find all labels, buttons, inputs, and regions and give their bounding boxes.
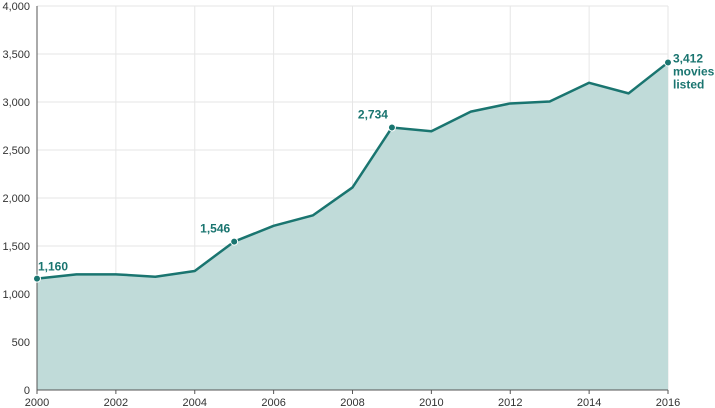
data-point — [664, 58, 672, 67]
y-tick-label: 4,000 — [2, 1, 30, 13]
data-label: 2,734 — [358, 108, 388, 122]
x-tick-label: 2002 — [104, 397, 128, 408]
y-tick-label: 1,000 — [2, 289, 30, 301]
x-tick-label: 2010 — [419, 397, 443, 408]
area-series — [36, 61, 669, 391]
y-tick-label: 3,500 — [2, 49, 30, 61]
x-tick-label: 2004 — [183, 397, 207, 408]
data-point — [387, 123, 396, 132]
y-tick-label: 2,500 — [2, 145, 30, 157]
highlighted-points — [33, 58, 672, 283]
data-label: listed — [673, 77, 704, 91]
data-label: 3,412 — [673, 51, 703, 65]
tick-labels: 0 500 1,000 1,500 2,000 2,500 3,000 3,500 4,000 2… — [2, 1, 680, 408]
data-point — [230, 237, 239, 246]
area-fill — [37, 62, 668, 391]
x-tick-label: 2006 — [261, 397, 285, 408]
x-tick-label: 2000 — [25, 397, 49, 408]
x-tick-label: 2014 — [577, 397, 601, 408]
y-tick-label: 500 — [12, 337, 30, 349]
data-label: 1,546 — [200, 222, 230, 236]
y-tick-label: 3,000 — [2, 97, 30, 109]
data-label: movies — [673, 64, 715, 78]
series-line — [36, 61, 669, 280]
y-tick-label: 1,500 — [2, 241, 30, 253]
x-tick-label: 2016 — [656, 397, 680, 408]
y-tick-label: 2,000 — [2, 193, 30, 205]
x-tick-label: 2012 — [498, 397, 522, 408]
data-point — [33, 274, 41, 283]
x-tick-label: 2008 — [340, 397, 364, 408]
data-label: 1,160 — [38, 260, 68, 274]
axes — [36, 6, 669, 394]
y-tick-label: 0 — [24, 385, 30, 397]
